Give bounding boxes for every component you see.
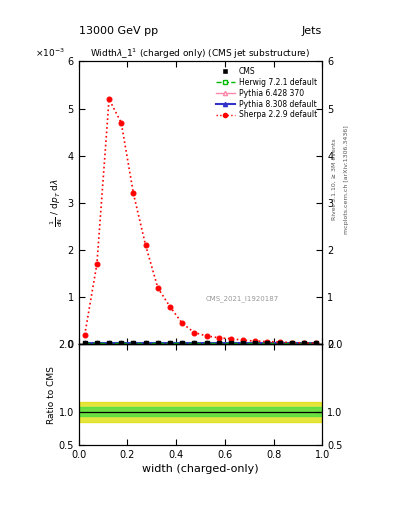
Y-axis label: Ratio to CMS: Ratio to CMS [47,366,55,424]
Text: mcplots.cern.ch [arXiv:1306.3436]: mcplots.cern.ch [arXiv:1306.3436] [344,125,349,233]
Text: $\times 10^{-3}$: $\times 10^{-3}$ [35,46,64,58]
Bar [79,401,322,422]
X-axis label: width (charged-only): width (charged-only) [142,464,259,475]
Text: 13000 GeV pp: 13000 GeV pp [79,26,158,36]
Y-axis label: $\mathregular{\frac{1}{dN}}$ / $\mathregular{d}p_T$ $\mathregular{d}\lambda$: $\mathregular{\frac{1}{dN}}$ / $\mathreg… [48,178,65,227]
Bar [79,407,322,416]
Text: Rivet 3.1.10, ≥ 3M events: Rivet 3.1.10, ≥ 3M events [332,138,337,220]
Title: Width$\lambda\_1^1$ (charged only) (CMS jet substructure): Width$\lambda\_1^1$ (charged only) (CMS … [90,47,310,61]
Text: CMS_2021_I1920187: CMS_2021_I1920187 [205,295,279,302]
Legend: CMS, Herwig 7.2.1 default, Pythia 6.428 370, Pythia 8.308 default, Sherpa 2.2.9 : CMS, Herwig 7.2.1 default, Pythia 6.428 … [214,65,318,121]
Text: Jets: Jets [302,26,322,36]
